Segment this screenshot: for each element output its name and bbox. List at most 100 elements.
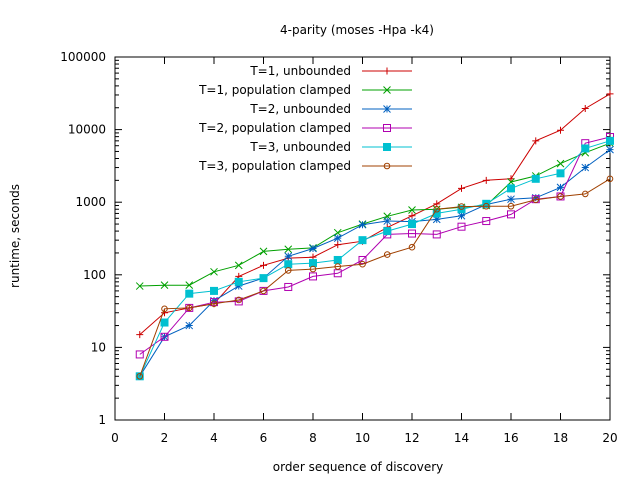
data-point-square (160, 332, 169, 341)
y-tick-label: 1 (98, 413, 106, 427)
data-point-x (556, 159, 565, 168)
series-5 (135, 136, 614, 381)
x-tick-label: 8 (309, 431, 317, 445)
x-tick-label: 18 (553, 431, 568, 445)
data-point-plus (557, 126, 564, 134)
data-point-star (185, 321, 194, 330)
data-point-x (259, 247, 268, 256)
y-tick-label: 10000 (68, 123, 106, 137)
data-point-circle (482, 202, 490, 210)
data-point-filled-square (581, 144, 590, 153)
data-point-square (383, 124, 391, 132)
data-point-x (408, 206, 416, 214)
x-tick-label: 12 (404, 431, 419, 445)
series-layer (135, 90, 614, 381)
data-point-plus (334, 241, 342, 249)
x-tick-label: 6 (260, 431, 268, 445)
data-point-x (507, 178, 515, 186)
data-point-circle (359, 260, 366, 268)
data-point-filled-square (210, 286, 218, 295)
legend-item: T=1, population clamped (198, 83, 412, 97)
data-point-star (507, 195, 515, 204)
data-point-circle (309, 265, 317, 273)
series-line (139, 142, 611, 287)
y-tick-label: 100 (83, 268, 106, 282)
data-point-x (185, 281, 194, 290)
data-point-filled-square (531, 174, 540, 183)
data-point-filled-square (259, 274, 268, 283)
series-6 (136, 175, 614, 380)
data-point-circle (185, 304, 193, 312)
data-point-filled-square (408, 220, 416, 229)
x-tick-label: 2 (161, 431, 169, 445)
data-point-filled-square (358, 236, 367, 245)
data-point-filled-square (309, 259, 317, 268)
data-point-circle (507, 202, 515, 210)
y-axis-label: runtime, seconds (8, 184, 22, 288)
data-point-square (408, 229, 416, 238)
data-point-square (432, 230, 441, 239)
legend: T=1, unbounded T=1, population clamped T=2… (198, 64, 412, 173)
data-point-x (135, 282, 144, 290)
data-point-filled-square (135, 372, 144, 381)
series-4 (135, 133, 614, 359)
data-point-square (259, 286, 268, 295)
series-line (139, 136, 611, 355)
data-point-star (309, 244, 317, 253)
series-2 (135, 139, 614, 290)
data-point-circle (557, 193, 564, 200)
data-point-filled-square (507, 184, 515, 193)
legend-label: T=1, unbounded (249, 64, 351, 78)
data-point-filled-square (383, 143, 391, 151)
data-point-filled-square (556, 169, 565, 178)
data-point-star (606, 145, 614, 154)
series-3 (135, 145, 614, 381)
data-point-plus (606, 90, 614, 98)
legend-item: T=2, unbounded (249, 102, 412, 116)
data-point-plus (383, 67, 391, 75)
data-point-star (234, 282, 243, 290)
legend-item: T=2, population clamped (198, 121, 412, 135)
data-point-star (284, 252, 293, 261)
data-point-circle (210, 300, 218, 307)
y-tick-label: 10 (91, 340, 106, 354)
data-point-plus (482, 176, 490, 184)
data-point-square (135, 350, 144, 359)
data-point-plus (260, 261, 267, 269)
data-point-plus (161, 309, 168, 317)
data-point-circle (260, 287, 267, 295)
data-point-square (358, 255, 367, 264)
data-point-filled-square (284, 260, 293, 269)
data-point-x (333, 228, 342, 237)
legend-label: T=1, population clamped (198, 83, 351, 97)
data-point-x (383, 86, 391, 94)
y-tick-label: 1000 (75, 195, 106, 209)
legend-label: T=3, unbounded (249, 140, 351, 154)
data-point-plus (458, 184, 465, 192)
x-axis-label: order sequence of discovery (273, 460, 444, 474)
data-point-plus (408, 212, 416, 220)
legend-item: T=3, population clamped (198, 159, 412, 173)
data-point-circle (581, 190, 589, 198)
data-point-plus (507, 175, 515, 183)
x-tick-label: 14 (454, 431, 469, 445)
data-point-circle (235, 296, 243, 304)
data-point-circle (606, 175, 614, 183)
legend-label: T=2, population clamped (198, 121, 351, 135)
data-point-square (234, 297, 243, 306)
legend-item: T=3, unbounded (249, 140, 412, 154)
x-tick-label: 4 (210, 431, 218, 445)
data-point-square (457, 222, 466, 231)
data-point-filled-square (160, 318, 169, 327)
data-point-plus (581, 105, 589, 113)
data-point-square (309, 272, 317, 281)
data-point-x (210, 267, 218, 276)
data-point-square (210, 298, 218, 307)
data-point-circle (161, 305, 168, 313)
x-tick-label: 20 (602, 431, 617, 445)
series-line (139, 178, 611, 377)
data-point-circle (284, 267, 292, 274)
x-tick-label: 16 (503, 431, 518, 445)
data-point-plus (532, 137, 540, 145)
